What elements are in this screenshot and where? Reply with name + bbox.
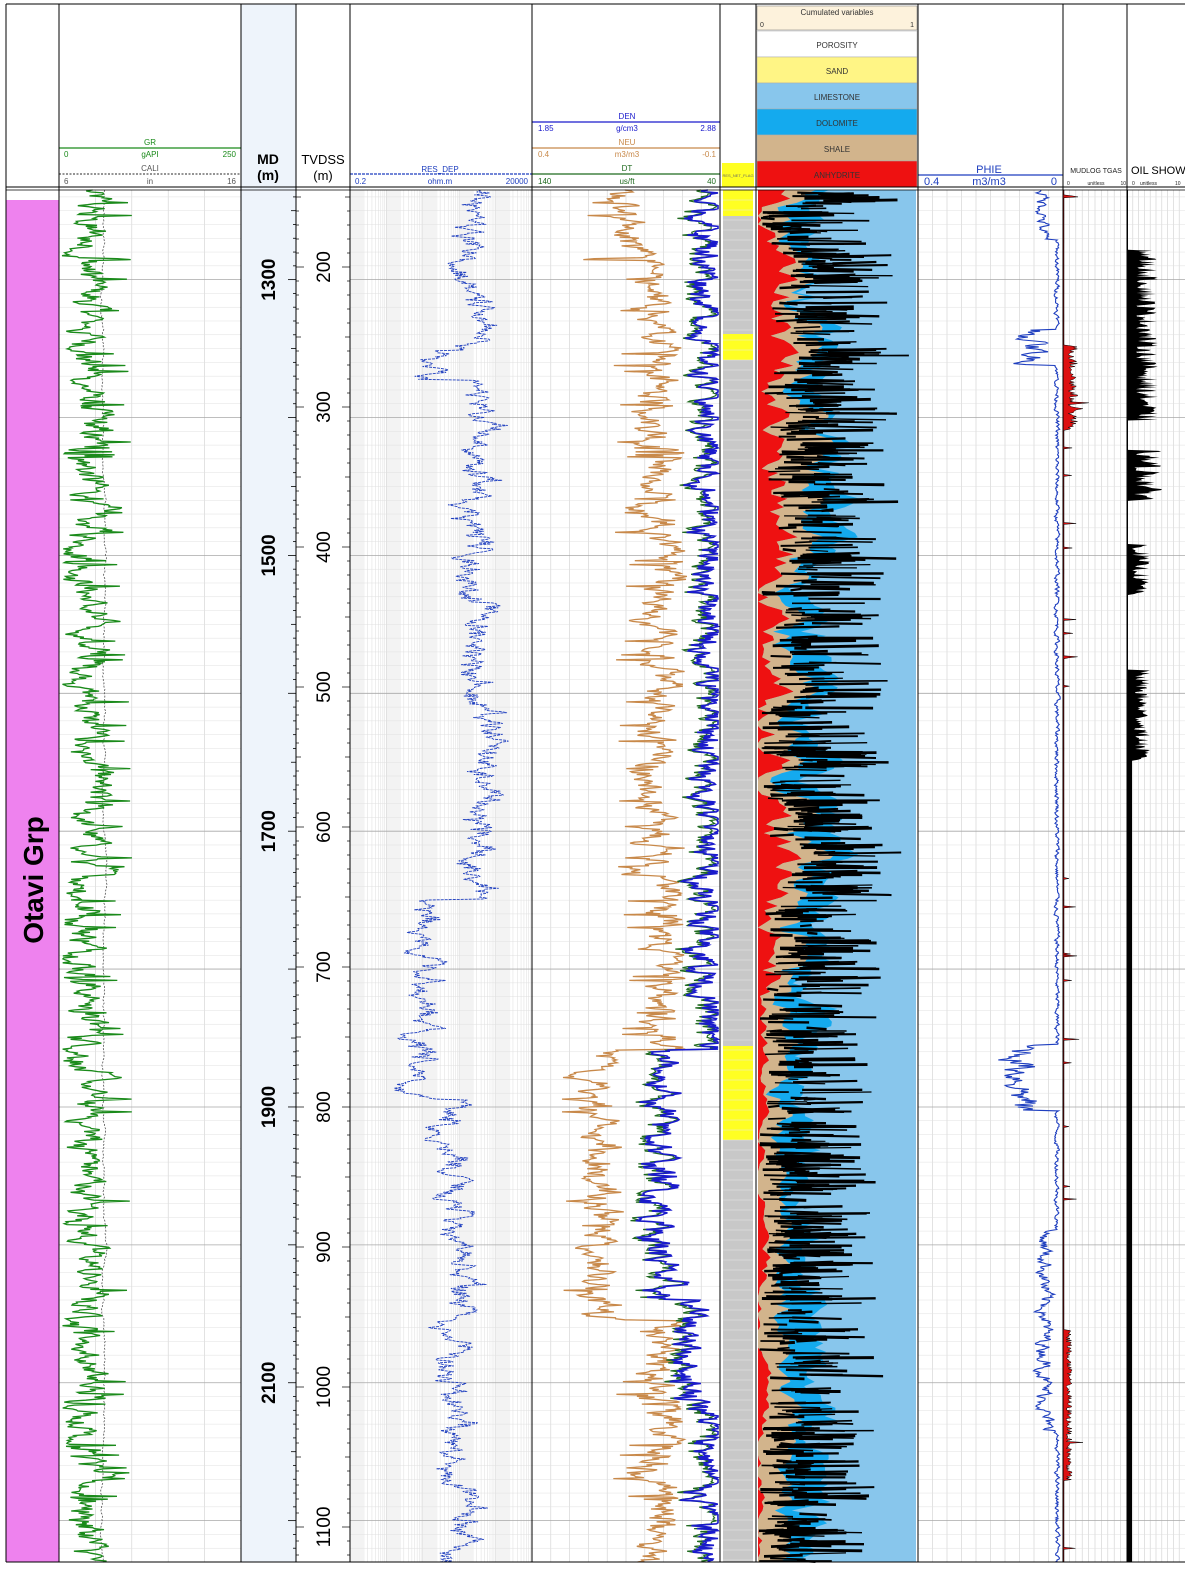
oil-scale-min: 0: [1132, 181, 1135, 187]
neu-curve-name: NEU: [619, 138, 636, 147]
track-gridlines: [59, 190, 1185, 1563]
phie-curve-unit: m3/m3: [972, 176, 1006, 188]
phie-scale-min: 0.4: [924, 176, 939, 188]
mudlog-tgas-curve: [1062, 189, 1089, 1563]
oil-show-curve: [1127, 190, 1162, 1562]
md-tick-label: 2100: [259, 1362, 280, 1404]
lith-legend-label: DOLOMITE: [816, 119, 858, 128]
tvdss-header-unit: (m): [313, 168, 333, 183]
gr-curve: [61, 189, 133, 1563]
tvdss-tick-label: 200: [314, 251, 335, 283]
flag-curve-name: RES_NET_FLAG: [722, 173, 753, 178]
net-flag-track: [723, 189, 753, 1562]
phie-curve-name: PHIE: [976, 164, 1002, 176]
tvdss-tick-label: 900: [314, 1231, 335, 1263]
md-header-name: MD: [257, 151, 279, 167]
zone-label: Otavi Grp: [18, 816, 49, 944]
neu-scale-max: -0.1: [702, 150, 716, 159]
cali-curve-unit: in: [147, 177, 153, 186]
zone-bar-otavi[interactable]: [6, 200, 59, 1562]
den-curve-name: DEN: [619, 112, 636, 121]
lith-legend-swatch: [756, 108, 918, 136]
md-header-unit: (m): [257, 167, 279, 183]
gas-scale-min: 0: [1067, 181, 1070, 187]
phie-curve: [998, 189, 1061, 1563]
lith-legend-swatch: [756, 160, 918, 188]
lith-legend-label: LIMESTONE: [814, 93, 860, 102]
tvdss-tick-label: 400: [314, 531, 335, 563]
oil-curve-name: OIL SHOW: [1131, 165, 1185, 177]
lith-legend-swatch: [756, 30, 918, 58]
lith-legend-swatch: [756, 56, 918, 84]
lithology-fill-track: [758, 190, 916, 1564]
oil-curve-unit: unitless: [1140, 181, 1157, 187]
tvdss-tick-label: 800: [314, 1091, 335, 1123]
gas-curve-unit: unitless: [1088, 181, 1105, 187]
res-scale-max: 20000: [506, 177, 529, 186]
tvdss-tick-label: 500: [314, 671, 335, 703]
den-curve: [635, 189, 722, 1563]
lith-legend-label: POROSITY: [816, 41, 858, 50]
gr-curve-name: GR: [144, 138, 156, 147]
cali-curve-name: CALI: [141, 164, 159, 173]
cali-scale-min: 6: [64, 177, 69, 186]
lith-legend-swatch: [756, 82, 918, 110]
md-tick-label: 1700: [259, 810, 280, 852]
lith-title: Cumulated variables: [801, 8, 874, 17]
cali-scale-max: 16: [227, 177, 236, 186]
tvdss-tick-label: 1000: [314, 1366, 335, 1408]
dt-curve-unit: us/ft: [619, 177, 635, 186]
md-tick-label: 1500: [259, 534, 280, 576]
tvdss-tick-label: 600: [314, 811, 335, 843]
gr-scale-min: 0: [64, 150, 69, 159]
gr-scale-max: 250: [223, 150, 237, 159]
lith-title-box: [756, 5, 918, 31]
track-borders: [5, 3, 1185, 1563]
md-tick-label: 1900: [259, 1086, 280, 1128]
lith-legend-swatch: [756, 134, 918, 162]
lith-legend: POROSITY SAND LIMESTONE DOLOMITE SHALE ANHYDR…: [756, 30, 918, 188]
gr-curve-unit: gAPI: [141, 150, 158, 159]
neu-scale-min: 0.4: [538, 150, 550, 159]
den-curve-unit: g/cm3: [616, 124, 638, 133]
lith-scale-max: 1: [910, 22, 914, 29]
md-tick-label: 1300: [259, 258, 280, 300]
res-curve-unit: ohm.m: [428, 177, 453, 186]
log-header: GR gAPI 0 250 CALI in 6 16 MD (m) TVDSS …: [59, 5, 1185, 188]
res-scale-min: 0.2: [355, 177, 367, 186]
dt-scale-min: 140: [538, 177, 552, 186]
gas-curve-name: MUDLOG TGAS: [1070, 168, 1122, 175]
res-curve-name: RES_DEP: [421, 165, 458, 174]
lith-scale-min: 0: [760, 22, 764, 29]
lith-legend-label: ANHYDRITE: [814, 171, 860, 180]
lith-legend-label: SAND: [826, 67, 848, 76]
neu-curve: [561, 189, 688, 1563]
tvdss-tick-label: 700: [314, 951, 335, 983]
gas-scale-max: 10: [1120, 181, 1126, 187]
den-scale-min: 1.85: [538, 124, 554, 133]
den-scale-max: 2.88: [700, 124, 716, 133]
cali-curve: [99, 189, 108, 1563]
tvdss-tick-label: 1100: [314, 1507, 335, 1548]
md-depth-axis: 1300 1500 1700 1900 2100: [259, 196, 296, 1563]
track-backgrounds: [241, 4, 296, 1562]
res-dep-curve: [393, 189, 509, 1563]
tvdss-header-name: TVDSS: [301, 152, 345, 167]
dt-curve-name: DT: [622, 164, 633, 173]
dt-scale-max: 40: [707, 177, 716, 186]
tvdss-tick-label: 300: [314, 391, 335, 423]
oil-scale-max: 10: [1175, 181, 1181, 187]
neu-curve-unit: m3/m3: [615, 150, 640, 159]
tvdss-depth-axis: 200 300 400 500 600 700 800 900 1000 1100: [296, 196, 350, 1556]
lith-legend-label: SHALE: [824, 145, 850, 154]
flag-header-swatch: [722, 163, 754, 187]
phie-scale-max: 0: [1051, 176, 1057, 188]
